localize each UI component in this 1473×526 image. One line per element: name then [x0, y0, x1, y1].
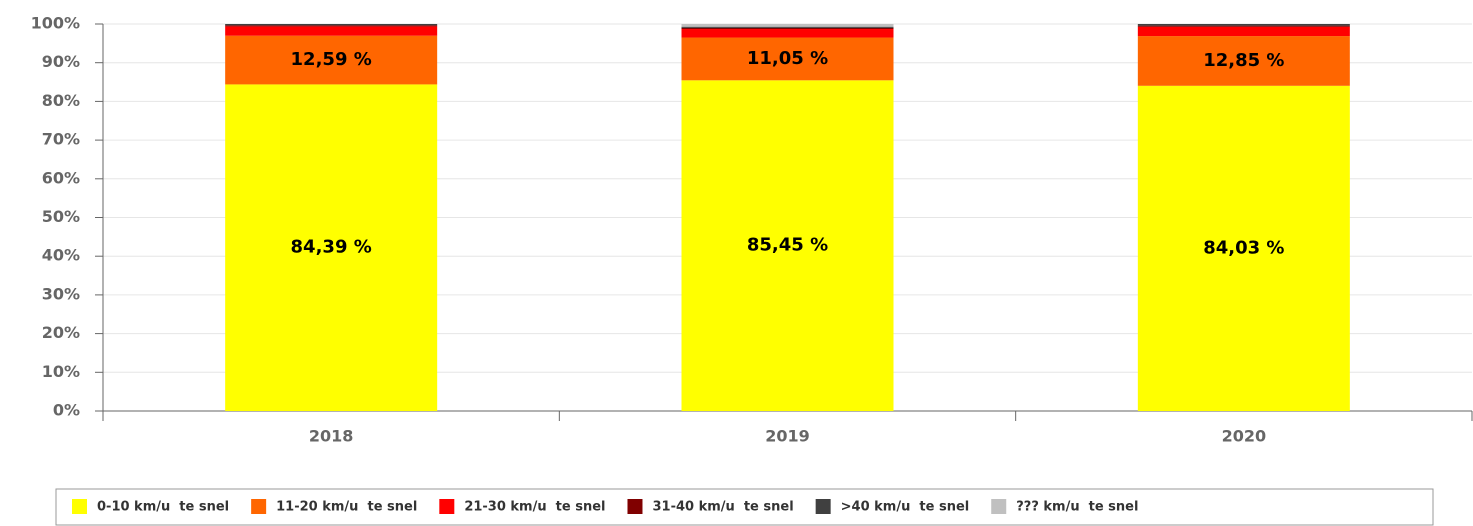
y-tick-label: 10%: [42, 362, 80, 381]
legend-swatch: [439, 499, 455, 514]
legend-swatch: [72, 499, 87, 514]
bar-segment: [1137, 36, 1350, 86]
y-tick-label: 90%: [42, 52, 80, 71]
bar-segment: [681, 27, 894, 30]
bar-segment: [1137, 26, 1350, 37]
y-tick-label: 80%: [42, 91, 80, 110]
bar-segment: [225, 24, 438, 26]
legend-swatch: [815, 499, 831, 514]
legend-label: >40 km/u te snel: [841, 500, 970, 515]
bar-segment: [225, 26, 438, 36]
value-label: 84,03 %: [1203, 237, 1284, 258]
bar-segment: [225, 25, 438, 27]
bar-segment: [681, 24, 894, 27]
legend-swatch: [627, 499, 643, 514]
y-tick-label: 60%: [42, 168, 80, 187]
bar-segment: [1137, 25, 1350, 27]
legend-box: [55, 488, 1434, 526]
y-tick-label: 100%: [31, 14, 80, 33]
y-tick-label: 30%: [42, 284, 80, 303]
legend-swatch: [251, 499, 267, 514]
y-tick-label: 20%: [42, 323, 80, 342]
legend-label: 11-20 km/u te snel: [276, 500, 417, 515]
legend-label: 0-10 km/u te snel: [97, 500, 229, 515]
legend-swatch: [991, 499, 1007, 514]
legend-label: ??? km/u te snel: [1016, 500, 1138, 515]
y-tick-label: 70%: [42, 130, 80, 149]
bar-segment: [681, 26, 894, 28]
bar-segment: [1137, 85, 1350, 412]
bar-segment: [225, 84, 438, 411]
bar-segment: [681, 80, 894, 411]
y-tick-label: 40%: [42, 246, 80, 265]
y-tick-label: 0%: [53, 401, 80, 420]
bar-segment: [681, 37, 894, 81]
x-tick-label: 2018: [309, 427, 354, 446]
bar-segment: [1137, 24, 1350, 26]
value-label: 11,05 %: [747, 48, 828, 69]
x-tick-label: 2020: [1222, 427, 1267, 446]
x-tick-label: 2019: [765, 427, 810, 446]
bar-segment: [681, 29, 894, 38]
value-label: 12,85 %: [1203, 50, 1284, 71]
value-label: 84,39 %: [291, 237, 372, 258]
legend-label: 31-40 km/u te snel: [652, 500, 793, 515]
value-label: 85,45 %: [747, 235, 828, 256]
legend-label: 21-30 km/u te snel: [464, 500, 605, 515]
y-tick-label: 50%: [42, 207, 80, 226]
bar-segment: [225, 35, 438, 85]
value-label: 12,59 %: [291, 49, 372, 70]
